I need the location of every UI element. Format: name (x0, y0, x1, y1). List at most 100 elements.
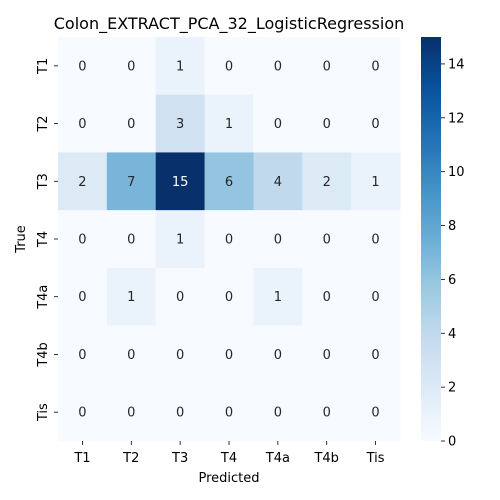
heatmap-cell-T4a-T4 (204, 267, 254, 327)
cell-value-label: 1 (274, 290, 282, 305)
cell-value-label: 0 (323, 406, 331, 421)
cell-value-label: 0 (274, 233, 282, 248)
cell-value-label: 0 (78, 290, 86, 305)
heatmap-cell-T3-T2 (106, 152, 157, 211)
cell-value-label: 0 (371, 117, 379, 132)
cell-value-label: 0 (176, 290, 184, 305)
chart-title: Colon_EXTRACT_PCA_32_LogisticRegression (54, 14, 405, 34)
heatmap-cell-Tis-T2 (106, 383, 157, 442)
cell-value-label: 0 (371, 406, 379, 421)
cell-value-label: 0 (127, 348, 135, 363)
cell-value-label: 0 (371, 290, 379, 305)
heatmap-cell-T1-T3 (155, 37, 206, 96)
heatmap-cell-T2-T1 (58, 94, 108, 153)
x-tick-label: T3 (171, 451, 188, 466)
cell-value-label: 2 (323, 175, 331, 190)
y-tick-label: T4a (36, 285, 51, 310)
heatmap-cell-T3-T3 (155, 152, 206, 211)
heatmap-cell-T2-T4 (204, 94, 254, 153)
cell-value-label: 15 (172, 175, 189, 190)
cell-value-label: 0 (225, 233, 233, 248)
cell-value-label: 6 (225, 175, 233, 190)
cell-value-label: 0 (127, 117, 135, 132)
heatmap-cell-T1-T4b (302, 37, 352, 96)
heatmap-cell-T4a-T2 (106, 267, 157, 327)
cell-value-label: 0 (127, 406, 135, 421)
y-tick-label: T4 (36, 231, 51, 248)
cell-value-label: 1 (225, 117, 233, 132)
cell-value-label: 0 (323, 348, 331, 363)
cell-value-label: 0 (323, 290, 331, 305)
colorbar-tick-label: 12 (448, 111, 465, 126)
cell-value-label: 1 (127, 290, 135, 305)
cell-value-label: 0 (78, 348, 86, 363)
cell-value-label: 0 (225, 406, 233, 421)
x-axis-label: Predicted (198, 471, 259, 486)
colorbar-tick-label: 4 (448, 327, 456, 342)
cell-value-label: 0 (78, 406, 86, 421)
y-tick-label: T4b (36, 342, 51, 367)
heatmap-cell-T3-T4a (253, 152, 303, 211)
heatmap-cell-T4b-T4 (204, 325, 254, 384)
colorbar-tick-label: 6 (448, 273, 456, 288)
colorbar-tick-label: 10 (448, 165, 465, 180)
cell-value-label: 0 (127, 59, 135, 74)
y-tick-label: T2 (36, 115, 51, 132)
x-tick-label: T4b (313, 451, 338, 466)
cell-value-label: 2 (78, 175, 86, 190)
cell-value-label: 0 (225, 59, 233, 74)
heatmap-cell-T4b-T4a (253, 325, 303, 384)
heatmap-cell-T4a-T4a (253, 267, 303, 327)
cell-value-label: 1 (371, 175, 379, 190)
heatmap-cell-T2-T4b (302, 94, 352, 153)
heatmap-cell-T3-T1 (58, 152, 108, 211)
cell-value-label: 0 (78, 117, 86, 132)
heatmap-cell-T4-Tis (351, 210, 401, 269)
heatmap-cell-T2-Tis (351, 94, 401, 153)
cell-value-label: 0 (323, 117, 331, 132)
cell-value-label: 0 (274, 348, 282, 363)
cell-value-label: 0 (323, 233, 331, 248)
cell-value-label: 0 (78, 233, 86, 248)
x-tick-label: T4a (265, 451, 290, 466)
y-tick-label: T3 (36, 173, 51, 190)
heatmap-cell-T3-Tis (351, 152, 401, 211)
colorbar: 0 2 4 6 8 10 12 14 (421, 37, 465, 450)
heatmap-cell-T4a-T3 (155, 267, 206, 327)
heatmap-cell-T4a-T4b (302, 267, 352, 327)
cell-value-label: 4 (274, 175, 282, 190)
cell-value-label: 0 (371, 348, 379, 363)
heatmap-cell-T4b-T4b (302, 325, 352, 384)
cell-value-label: 0 (371, 59, 379, 74)
heatmap-cell-Tis-Tis (351, 383, 401, 442)
colorbar-gradient (421, 37, 441, 441)
cell-value-label: 3 (176, 117, 184, 132)
heatmap-cell-T4b-T3 (155, 325, 206, 384)
heatmap-cell-T4-T4a (253, 210, 303, 269)
y-axis: T1 T2 T3 T4 T4a T4b Tis (36, 58, 58, 422)
cell-value-label: 0 (176, 406, 184, 421)
heatmap-cell-T3-T4b (302, 152, 352, 211)
cell-value-label: 0 (127, 233, 135, 248)
heatmap-cell-T4a-T1 (58, 267, 108, 327)
colorbar-tick-label: 8 (448, 219, 456, 234)
y-tick-label: Tis (36, 403, 51, 422)
heatmap-cell-T1-T4a (253, 37, 303, 96)
x-axis: T1 T2 T3 T4 T4a T4b Tis (73, 441, 385, 466)
x-tick-label: T2 (122, 451, 139, 466)
colorbar-tick-label: 2 (448, 381, 456, 396)
heatmap-cells (58, 37, 401, 442)
colorbar-tick-label: 14 (448, 57, 465, 72)
cell-value-label: 0 (176, 348, 184, 363)
heatmap-cell-T1-T2 (106, 37, 157, 96)
heatmap-cell-T2-T2 (106, 94, 157, 153)
heatmap-cell-T2-T3 (155, 94, 206, 153)
y-tick-label: T1 (36, 58, 51, 75)
heatmap-cell-Tis-T3 (155, 383, 206, 442)
heatmap-cell-Tis-T1 (58, 383, 108, 442)
cell-value-label: 1 (176, 233, 184, 248)
heatmap-cell-T3-T4 (204, 152, 254, 211)
heatmap-cell-T4b-T2 (106, 325, 157, 384)
x-tick-label: T1 (73, 451, 90, 466)
heatmap-cell-T1-T1 (58, 37, 108, 96)
